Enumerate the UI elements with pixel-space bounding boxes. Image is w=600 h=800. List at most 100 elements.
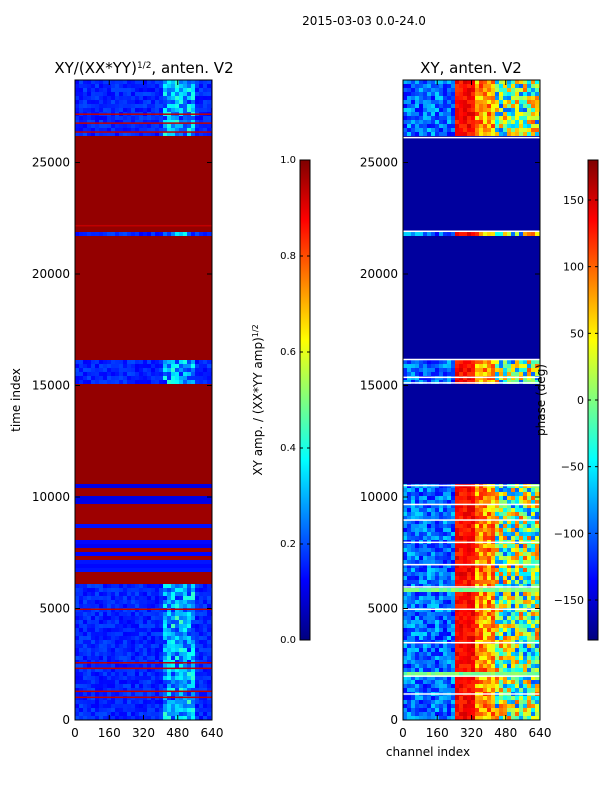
phase-cell (511, 616, 516, 621)
phase-cell (419, 360, 424, 365)
phase-cell (423, 572, 428, 577)
amplitude-cell (147, 664, 152, 669)
amplitude-row (75, 304, 212, 308)
phase-cell (451, 684, 456, 689)
amplitude-cell (123, 688, 128, 693)
amplitude-cell (127, 596, 132, 601)
phase-cell (471, 368, 476, 373)
phase-cell (471, 100, 476, 105)
phase-cell (423, 588, 428, 593)
phase-cell (427, 696, 432, 701)
amplitude-cell (83, 672, 88, 677)
phase-cell (455, 572, 460, 577)
phase-cell (483, 588, 488, 593)
amplitude-cell (103, 656, 108, 661)
phase-cell (459, 676, 464, 681)
amplitude-cell (143, 80, 148, 85)
amplitude-cell (143, 680, 148, 685)
amplitude-cell (123, 644, 128, 649)
phase-cell (483, 544, 488, 549)
amplitude-cell (135, 620, 140, 625)
phase-cell (419, 680, 424, 685)
phase-cell (455, 568, 460, 573)
phase-cell (431, 88, 436, 93)
amplitude-cell (75, 636, 80, 641)
amplitude-cell (183, 672, 188, 677)
phase-cell (435, 484, 440, 489)
phase-cell (427, 668, 432, 673)
phase-cell (423, 704, 428, 709)
amplitude-cell (79, 688, 84, 693)
amplitude-cell (155, 372, 160, 377)
phase-cell (447, 92, 452, 97)
phase-cell (535, 532, 540, 537)
phase-cell (479, 688, 484, 693)
phase-cell (495, 524, 500, 529)
amplitude-cell (207, 100, 212, 105)
amplitude-cell (191, 584, 196, 589)
phase-cell (459, 588, 464, 593)
phase-cell (511, 644, 516, 649)
phase-cell (415, 112, 420, 117)
phase-cell (455, 520, 460, 525)
phase-cell (455, 712, 460, 717)
phase-cell (439, 524, 444, 529)
phase-cell (459, 528, 464, 533)
amplitude-cell (123, 712, 128, 717)
amplitude-cell (131, 684, 136, 689)
phase-cell (431, 600, 436, 605)
phase-cell (519, 368, 524, 373)
amplitude-cell (131, 108, 136, 113)
phase-cell (491, 96, 496, 101)
amplitude-cell (191, 664, 196, 669)
amplitude-row (75, 188, 212, 192)
phase-cell (427, 108, 432, 113)
phase-row (403, 476, 540, 480)
phase-cell (511, 628, 516, 633)
amplitude-cell (151, 704, 156, 709)
phase-cell (411, 664, 416, 669)
amplitude-cell (199, 652, 204, 657)
phase-cell (531, 88, 536, 93)
phase-cell (499, 500, 504, 505)
phase-cell (431, 668, 436, 673)
amplitude-cell (187, 588, 192, 593)
amplitude-cell (179, 716, 184, 720)
amplitude-row (75, 352, 212, 356)
phase-cell (455, 132, 460, 137)
phase-cell (419, 128, 424, 133)
amplitude-row (75, 400, 212, 404)
amplitude-cell (75, 708, 80, 713)
phase-cell (455, 96, 460, 101)
amplitude-cell (155, 680, 160, 685)
amplitude-cell (103, 672, 108, 677)
amplitude-cell (91, 132, 96, 137)
amplitude-cell (151, 584, 156, 589)
phase-cell (447, 492, 452, 497)
phase-cell (515, 676, 520, 681)
phase-cell (435, 684, 440, 689)
amplitude-cell (191, 100, 196, 105)
phase-cell (443, 580, 448, 585)
phase-cell (515, 88, 520, 93)
phase-cell (443, 632, 448, 637)
phase-cell (467, 660, 472, 665)
phase-cell (451, 368, 456, 373)
phase-cell (427, 568, 432, 573)
amplitude-cell (171, 656, 176, 661)
phase-cell (427, 92, 432, 97)
amplitude-cell (91, 380, 96, 385)
phase-cell (419, 376, 424, 381)
phase-cell (499, 596, 504, 601)
amplitude-cell (191, 376, 196, 381)
phase-row (403, 320, 540, 324)
phase-cell (407, 496, 412, 501)
phase-cell (403, 524, 408, 529)
phase-cell (435, 88, 440, 93)
phase-cell (523, 560, 528, 565)
amplitude-cell (191, 676, 196, 681)
phase-cell (411, 504, 416, 509)
amplitude-row (75, 392, 212, 396)
phase-cell (487, 508, 492, 513)
amplitude-cell (187, 648, 192, 653)
